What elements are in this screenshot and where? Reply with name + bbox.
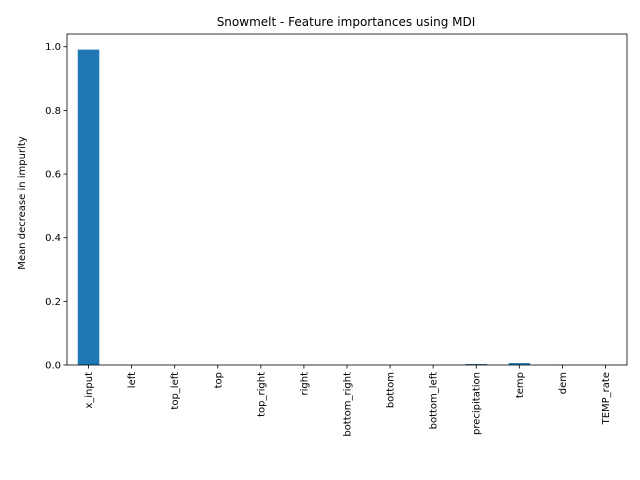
y-ticks-group: 0.0 0.2 0.4 0.6 0.8 1.0 <box>45 42 67 372</box>
x-tick-label: top_right <box>256 372 267 417</box>
y-tick-label: 0.4 <box>45 233 61 244</box>
x-ticks-group: x_input left top_left top top_right right bott… <box>84 365 612 437</box>
bar-x_input <box>77 49 100 366</box>
x-tick-label: left <box>127 372 138 388</box>
x-tick-label: dem <box>558 372 569 394</box>
x-tick-label: x_input <box>84 372 95 409</box>
y-tick-label: 0.0 <box>45 361 61 372</box>
x-tick-label: right <box>299 372 310 396</box>
x-tick-label: precipitation <box>472 372 483 435</box>
bar-precipitation <box>465 364 487 365</box>
chart-title: Snowmelt - Feature importances using MDI <box>217 15 476 29</box>
x-tick-label: bottom <box>386 372 397 408</box>
y-tick-label: 1.0 <box>45 42 61 53</box>
x-tick-label: TEMP_rate <box>601 372 612 425</box>
y-tick-label: 0.2 <box>45 297 61 308</box>
y-tick-label: 0.8 <box>45 106 61 117</box>
x-tick-label: bottom_right <box>343 372 354 437</box>
bar-temp <box>508 363 531 365</box>
x-tick-label: temp <box>515 372 526 398</box>
y-tick-label: 0.6 <box>45 170 61 181</box>
y-axis-label: Mean decrease in impurity <box>17 136 28 269</box>
x-tick-label: top <box>213 372 224 388</box>
x-tick-label: top_left <box>170 372 181 410</box>
bars-group <box>77 49 617 366</box>
plot-frame <box>66 33 628 366</box>
x-tick-label: bottom_left <box>429 372 440 429</box>
